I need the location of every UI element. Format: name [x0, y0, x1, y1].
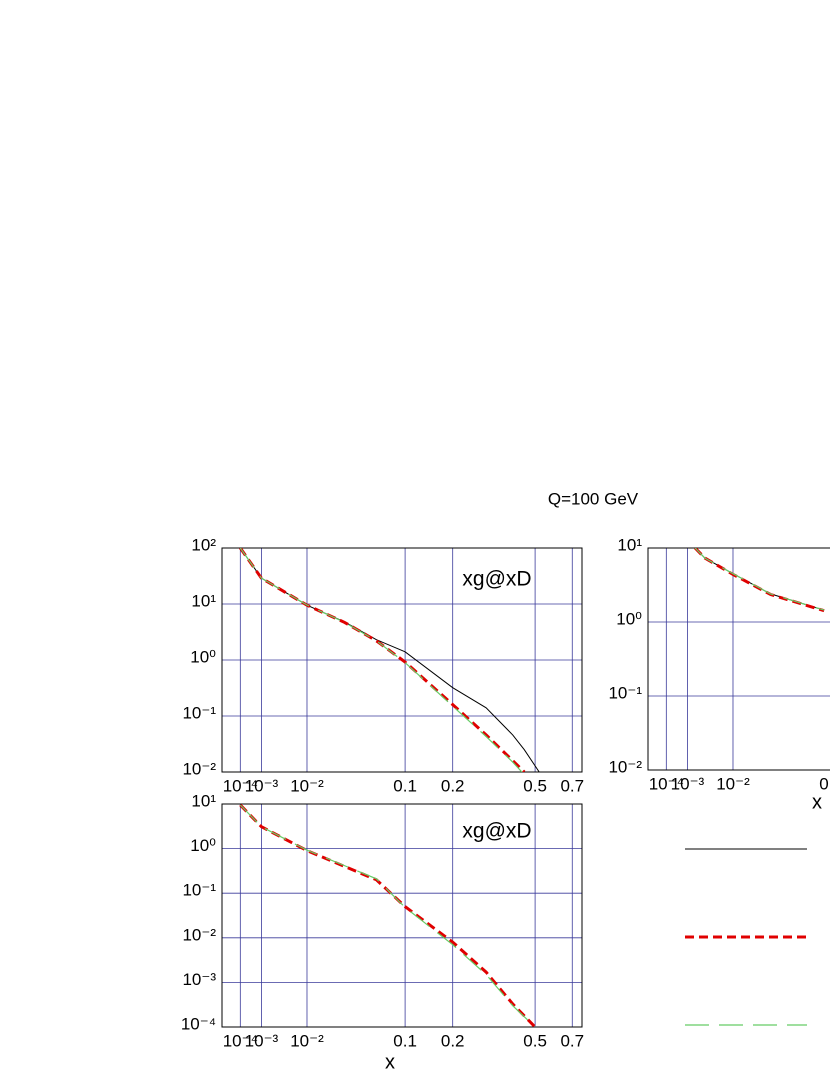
x-tick-label: 0.5: [523, 776, 547, 795]
x-tick-label: 0.5: [523, 1031, 547, 1050]
annotation: xg@xD: [462, 568, 531, 591]
series-line: [694, 548, 825, 611]
y-tick-label: 10⁻¹: [182, 881, 216, 900]
x-axis-label: x: [385, 1051, 395, 1073]
x-tick-label: 0.7: [560, 1031, 584, 1050]
plot-area: [239, 548, 540, 772]
y-tick-label: 10¹: [191, 591, 216, 610]
x-tick-label: 0.2: [441, 1031, 465, 1050]
y-tick-label: 10⁰: [616, 609, 642, 628]
x-tick-label: 0.1: [393, 776, 417, 795]
plot-area: [239, 804, 537, 1027]
series-line: [694, 548, 825, 613]
chart-title: Q=100 GeV: [548, 489, 639, 508]
y-tick-label: 10²: [191, 535, 216, 554]
x-tick-label: 10⁻²: [716, 774, 750, 793]
plot-frame: [647, 547, 830, 771]
y-tick-label: 10¹: [191, 791, 216, 810]
x-tick-label: 0.7: [560, 776, 584, 795]
plot-frame: [221, 803, 583, 1028]
y-tick-label: 10⁰: [190, 836, 216, 855]
y-tick-label: 10⁻²: [608, 757, 642, 776]
x-tick-label: 10⁻²: [290, 776, 324, 795]
y-tick-label: 10⁻⁴: [181, 1014, 216, 1033]
x-tick-label: 10⁻²: [290, 1031, 324, 1050]
y-tick-label: 10⁻²: [182, 925, 216, 944]
x-tick-label: 10⁻⁴: [649, 774, 684, 793]
series-line: [239, 548, 523, 772]
x-tick-label: 10⁻⁴: [223, 776, 258, 795]
plot-frame: [221, 547, 583, 773]
x-tick-label: 10⁻³: [245, 776, 279, 795]
y-tick-label: 10⁻¹: [182, 703, 216, 722]
series-line: [239, 804, 536, 1027]
x-tick-label: 0.2: [441, 776, 465, 795]
x-tick-label: 10⁻⁴: [223, 1031, 258, 1050]
y-tick-label: 10⁻²: [182, 759, 216, 778]
x-tick-label: 0.1: [819, 774, 830, 793]
x-tick-label: 10⁻³: [671, 774, 705, 793]
plot-area: [694, 548, 825, 613]
y-tick-label: 10¹: [617, 535, 642, 554]
series-line: [694, 548, 825, 611]
y-tick-label: 10⁻¹: [608, 683, 642, 702]
y-tick-label: 10⁻³: [182, 970, 216, 989]
x-tick-label: 0.1: [393, 1031, 417, 1050]
x-tick-label: 10⁻³: [245, 1031, 279, 1050]
y-tick-label: 10⁰: [190, 647, 216, 666]
annotation: xg@xD: [462, 820, 531, 843]
x-axis-label: x: [812, 791, 822, 813]
